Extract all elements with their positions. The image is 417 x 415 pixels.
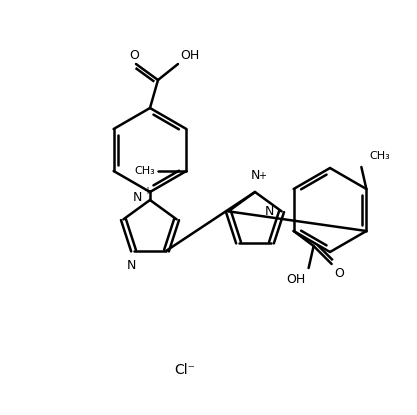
Text: CH₃: CH₃ xyxy=(135,166,156,176)
Text: N: N xyxy=(127,259,136,272)
Text: OH: OH xyxy=(286,273,306,286)
Text: CH₃: CH₃ xyxy=(369,151,390,161)
Text: N: N xyxy=(264,205,274,218)
Text: Cl⁻: Cl⁻ xyxy=(174,363,196,377)
Text: N: N xyxy=(133,191,142,205)
Text: +: + xyxy=(258,171,266,181)
Text: OH: OH xyxy=(180,49,199,62)
Text: O: O xyxy=(334,267,344,280)
Text: N: N xyxy=(250,169,260,182)
Text: O: O xyxy=(129,49,139,62)
Text: +: + xyxy=(143,186,151,196)
